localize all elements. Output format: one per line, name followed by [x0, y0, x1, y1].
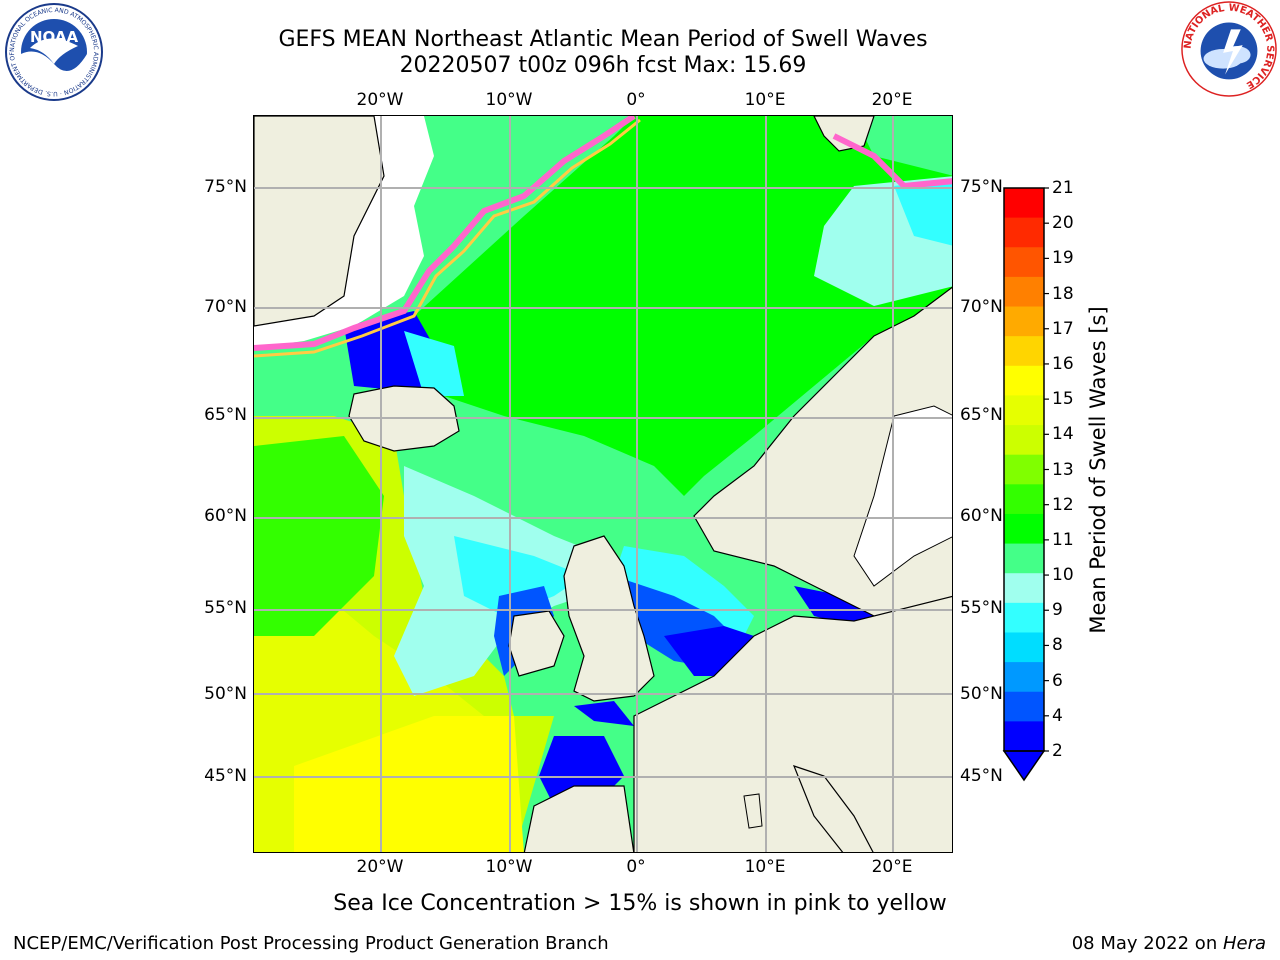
colorbar	[1002, 187, 1049, 782]
sardinia-land	[743, 793, 763, 829]
graticule	[254, 116, 952, 852]
blue-region-baltic	[794, 586, 874, 626]
colorbar-band	[1004, 484, 1044, 515]
lon-label-top-20e: 20°E	[871, 90, 913, 110]
cyan-band-atlantic	[454, 536, 584, 616]
lon-label-top-10e: 10°E	[744, 90, 786, 110]
lat-label-left-75n: 75°N	[204, 177, 247, 197]
lat-label-left-50n: 50°N	[204, 684, 247, 704]
colorbar-band	[1004, 247, 1044, 278]
lon-label-top-20w: 20°W	[356, 90, 404, 110]
map-panel	[253, 115, 953, 853]
bright-green-region	[414, 116, 952, 496]
great-britain-land	[563, 535, 655, 702]
lat-label-left-55n: 55°N	[204, 598, 247, 618]
colorbar-tick-label: 13	[1052, 459, 1074, 480]
colorbar-band	[1004, 306, 1044, 337]
lat-label-right-70n: 70°N	[960, 297, 1003, 317]
lat-label-right-65n: 65°N	[960, 405, 1003, 425]
colorbar-tick-label: 2	[1052, 741, 1063, 761]
nws-logo: NATIONAL WEATHER SERVICE	[1181, 1, 1277, 97]
colorbar-band	[1004, 188, 1044, 219]
colorbar-tick-label: 10	[1052, 565, 1074, 586]
colorbar-tick-label: 4	[1052, 705, 1063, 726]
colorbar-tick-label: 12	[1052, 494, 1074, 515]
colorbar-tick-label: 6	[1052, 670, 1063, 691]
footer-date: 08 May 2022 on Hera	[1072, 933, 1266, 954]
colorbar-band	[1004, 543, 1044, 574]
colorbar-band	[1004, 602, 1044, 633]
lon-label-top-0: 0°	[626, 90, 646, 110]
green-region-west	[254, 436, 384, 636]
colorbar-tick-label: 18	[1052, 283, 1074, 304]
lon-label-top-10w: 10°W	[485, 90, 533, 110]
chart-subtitle: 20220507 t00z 096h fcst Max: 15.69	[399, 53, 807, 78]
iberia-land	[523, 785, 635, 852]
swell-period-map	[254, 116, 952, 852]
colorbar-tick-label: 21	[1052, 178, 1074, 198]
lon-label-bottom-20w: 20°W	[356, 857, 404, 877]
footer-date-text: 08 May 2022 on	[1071, 933, 1223, 954]
footer-organization: NCEP/EMC/Verification Post Processing Pr…	[13, 933, 609, 954]
sea-ice-edge-svalbard	[832, 133, 952, 190]
sea-ice-note: Sea Ice Concentration > 15% is shown in …	[333, 891, 947, 916]
colorbar-tick-label: 9	[1052, 600, 1063, 621]
footer-machine: Hera	[1222, 933, 1266, 954]
colorbar-tick-label: 19	[1052, 248, 1074, 269]
colorbar-band	[1004, 573, 1044, 604]
colorbar-band	[1004, 425, 1044, 456]
lat-label-right-75n: 75°N	[960, 177, 1003, 197]
lon-label-bottom-0: 0°	[626, 857, 646, 877]
lat-label-right-55n: 55°N	[960, 598, 1003, 618]
colorbar-tick-label: 11	[1052, 529, 1074, 550]
colorbar-band	[1004, 336, 1044, 367]
lat-label-left-60n: 60°N	[204, 506, 247, 526]
lat-label-left-65n: 65°N	[204, 405, 247, 425]
colorbar-bands	[1004, 188, 1044, 752]
continental-europe-land	[633, 595, 952, 852]
colorbar-band	[1004, 691, 1044, 722]
colorbar-band	[1004, 721, 1044, 752]
colorbar-band	[1004, 395, 1044, 426]
colorbar-tick-label: 15	[1052, 389, 1074, 410]
yellow-region-biscay-west	[294, 716, 524, 852]
colorbar-band	[1004, 454, 1044, 485]
colorbar-band	[1004, 632, 1044, 663]
sea-ice-edge-greenland	[254, 116, 636, 351]
lat-label-right-60n: 60°N	[960, 506, 1003, 526]
sea-ice-edge-greenland-outer	[254, 118, 641, 358]
colorbar-band	[1004, 365, 1044, 396]
colorbar-band	[1004, 662, 1044, 693]
greenland-land	[254, 116, 385, 327]
lat-label-right-50n: 50°N	[960, 684, 1003, 704]
colorbar-tick-label: 16	[1052, 353, 1074, 374]
lon-label-bottom-10e: 10°E	[744, 857, 786, 877]
cyan-region-north-iceland	[404, 331, 464, 396]
lon-label-bottom-20e: 20°E	[871, 857, 913, 877]
colorbar-tick-label: 8	[1052, 635, 1063, 656]
svalbard-land	[813, 116, 875, 152]
colorbar-tick-label: 17	[1052, 318, 1074, 339]
colorbar-label: Mean Period of Swell Waves [s]	[1086, 306, 1110, 634]
blue-region-channel	[574, 701, 634, 726]
noaa-logo: NATIONAL OCEANIC AND ATMOSPHERIC ADMINIS…	[4, 2, 103, 101]
lat-label-left-45n: 45°N	[204, 766, 247, 786]
lon-label-bottom-10w: 10°W	[485, 857, 533, 877]
colorbar-tick-label: 20	[1052, 213, 1074, 234]
noaa-logo-text: NOAA	[30, 28, 79, 46]
colorbar-band	[1004, 513, 1044, 545]
lat-label-left-70n: 70°N	[204, 297, 247, 317]
cyan-region-north-sea	[614, 546, 754, 636]
lat-label-right-45n: 45°N	[960, 766, 1003, 786]
gulf-of-bothnia	[853, 405, 952, 587]
colorbar-band	[1004, 276, 1044, 308]
colorbar-tick-label: 14	[1052, 424, 1074, 445]
colorbar-extend-arrow	[1002, 750, 1046, 782]
cyan-region-barents	[894, 178, 952, 246]
colorbar-tickmarks	[1044, 187, 1049, 752]
colorbar-band	[1004, 217, 1044, 248]
chart-title: GEFS MEAN Northeast Atlantic Mean Period…	[278, 27, 928, 52]
